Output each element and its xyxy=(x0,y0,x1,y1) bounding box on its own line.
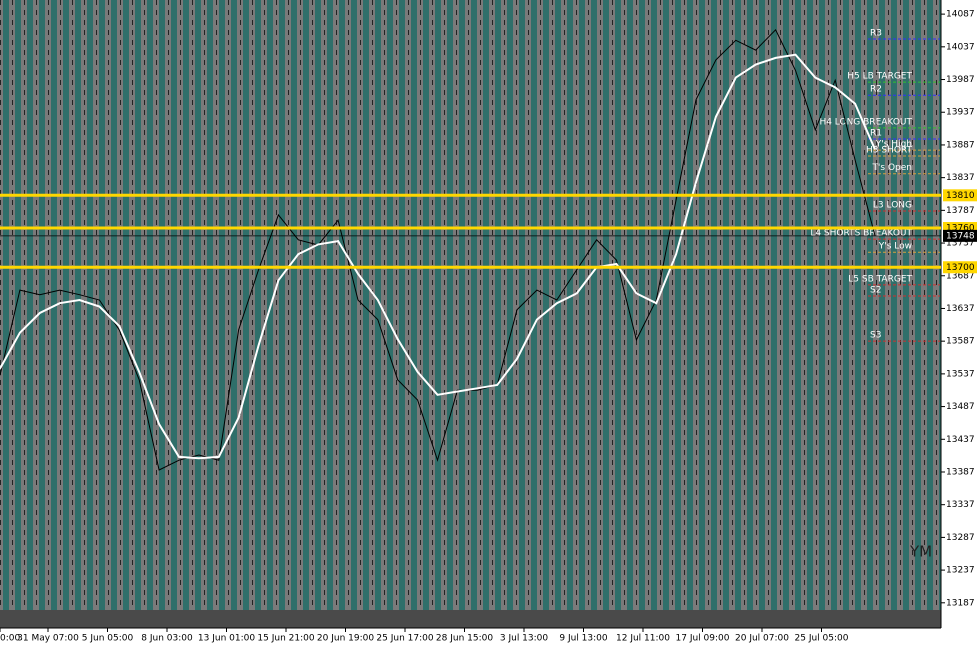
x-tick-label: 9 Jul 13:00 xyxy=(559,634,608,644)
x-tick-label: 25 Jun 17:00 xyxy=(376,634,433,644)
current-price-label: 13748 xyxy=(946,231,975,241)
y-tick-label: 13787 xyxy=(946,206,975,216)
x-tick-label: 28 Jun 15:00 xyxy=(436,634,493,644)
price-label: 13810 xyxy=(946,191,975,201)
price-line xyxy=(0,28,876,471)
x-tick-label: 8 Jun 03:00 xyxy=(141,634,193,644)
y-tick-label: 13387 xyxy=(946,467,975,477)
y-tick-label: 13637 xyxy=(946,304,975,314)
y-tick-label: 13287 xyxy=(946,533,975,543)
x-tick-label: 20 Jun 19:00 xyxy=(317,634,374,644)
x-tick-label: 15 Jun 21:00 xyxy=(257,634,314,644)
level-label: H4 LONG BREAKOUT xyxy=(819,117,912,127)
plot-area xyxy=(0,0,941,610)
level-label: H5 LB TARGET xyxy=(847,72,912,82)
y-tick-label: 13737 xyxy=(946,239,975,249)
x-tick-label: 12 Jul 11:00 xyxy=(616,634,670,644)
level-label: S3 xyxy=(870,331,881,341)
y-tick-label: 13187 xyxy=(946,598,975,608)
x-tick-label: 31 May 07:00 xyxy=(17,634,79,644)
price-box xyxy=(943,261,977,274)
y-tick-label: 13987 xyxy=(946,75,975,85)
level-label: S2 xyxy=(870,286,881,296)
level-label: T's Open xyxy=(871,163,912,173)
x-tick-label: 3 Jul 13:00 xyxy=(500,634,549,644)
price-label: 13700 xyxy=(946,263,975,273)
level-label: Y's Low xyxy=(878,242,912,252)
y-tick-label: 13937 xyxy=(946,108,975,118)
level-label: R1 xyxy=(870,129,882,139)
price-line xyxy=(0,53,876,460)
level-label: R3 xyxy=(870,28,882,38)
indicator-strip xyxy=(0,610,941,628)
x-tick-label: 0:00 xyxy=(0,634,20,644)
x-tick-label: 25 Jul 05:00 xyxy=(795,634,849,644)
y-tick-label: 13887 xyxy=(946,140,975,150)
y-tick-label: 13487 xyxy=(946,402,975,412)
level-label: H3 SHORT xyxy=(866,146,913,156)
level-label: L3 LONG xyxy=(873,201,912,211)
price-label: 13760 xyxy=(946,224,975,234)
y-tick-label: 13687 xyxy=(946,271,975,281)
y-tick-label: 13537 xyxy=(946,369,975,379)
y-tick-label: 13837 xyxy=(946,173,975,183)
level-label: R2 xyxy=(870,85,882,95)
x-tick-label: 20 Jul 07:00 xyxy=(735,634,789,644)
price-box xyxy=(943,189,977,202)
y-tick-label: 13587 xyxy=(946,337,975,347)
x-tick-label: 13 Jun 01:00 xyxy=(198,634,255,644)
x-tick-label: 5 Jun 05:00 xyxy=(82,634,134,644)
level-label: Y's High xyxy=(875,140,912,150)
symbol: YM xyxy=(909,543,932,561)
y-tick-label: 14087 xyxy=(946,10,975,20)
level-label: L4 SHORTS BREAKOUT xyxy=(810,229,912,239)
price-box xyxy=(943,229,977,242)
y-tick-label: 13337 xyxy=(946,500,975,510)
y-tick-label: 14037 xyxy=(946,42,975,52)
x-tick-label: 17 Jul 09:00 xyxy=(676,634,730,644)
y-tick-label: 13437 xyxy=(946,435,975,445)
level-label: L5 SB TARGET xyxy=(848,274,912,284)
y-tick-label: 13237 xyxy=(946,566,975,576)
